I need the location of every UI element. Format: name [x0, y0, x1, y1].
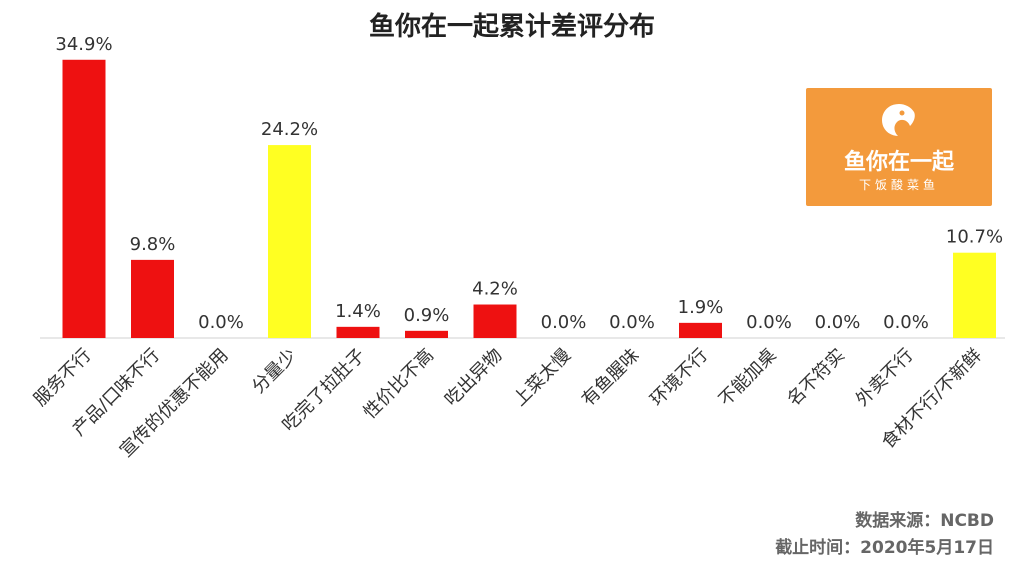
- bar-2: [131, 259, 174, 338]
- bar-1: [62, 59, 106, 339]
- value-label-12: 0.0%: [815, 312, 861, 333]
- value-label-10: 1.9%: [678, 297, 724, 318]
- value-label-2: 9.8%: [130, 234, 176, 255]
- value-label-11: 0.0%: [746, 312, 792, 333]
- value-label-7: 4.2%: [472, 279, 518, 300]
- category-label-6: 性价比不高: [360, 345, 438, 423]
- value-label-9: 0.0%: [609, 312, 655, 333]
- bar-5: [336, 326, 380, 338]
- bar-7: [473, 304, 517, 338]
- logo-brand-name: 鱼你在一起: [843, 150, 954, 175]
- bar-14: [953, 252, 996, 338]
- category-label-7: 吃出异物: [441, 345, 507, 411]
- brand-logo: 鱼你在一起 下饭酸菜鱼: [806, 88, 992, 206]
- value-label-3: 0.0%: [198, 312, 244, 333]
- category-label-11: 不能加桌: [715, 345, 781, 411]
- value-label-8: 0.0%: [541, 312, 587, 333]
- category-label-8: 上菜太慢: [509, 345, 575, 411]
- value-label-14: 10.7%: [946, 227, 1003, 248]
- data-source-note: 数据来源：NCBD: [855, 511, 994, 531]
- bar-4: [268, 145, 311, 338]
- chart-title: 鱼你在一起累计差评分布: [368, 12, 655, 42]
- value-label-5: 1.4%: [335, 301, 381, 322]
- category-label-12: 名不符实: [783, 345, 849, 411]
- value-label-6: 0.9%: [404, 305, 450, 326]
- category-label-9: 有鱼腥味: [578, 345, 644, 411]
- bar-6: [405, 330, 448, 338]
- bar-10: [679, 322, 722, 338]
- cutoff-date-note: 截止时间：2020年5月17日: [775, 538, 994, 558]
- logo-slogan: 下饭酸菜鱼: [858, 178, 939, 192]
- value-label-13: 0.0%: [883, 312, 929, 333]
- fish-logo-icon: [882, 104, 915, 136]
- category-label-10: 环境不行: [646, 345, 712, 411]
- category-label-4: 分量少: [248, 345, 301, 398]
- value-label-1: 34.9%: [55, 34, 112, 55]
- category-label-13: 外卖不行: [852, 345, 918, 411]
- category-label-1: 服务不行: [30, 345, 96, 411]
- value-label-4: 24.2%: [261, 119, 318, 140]
